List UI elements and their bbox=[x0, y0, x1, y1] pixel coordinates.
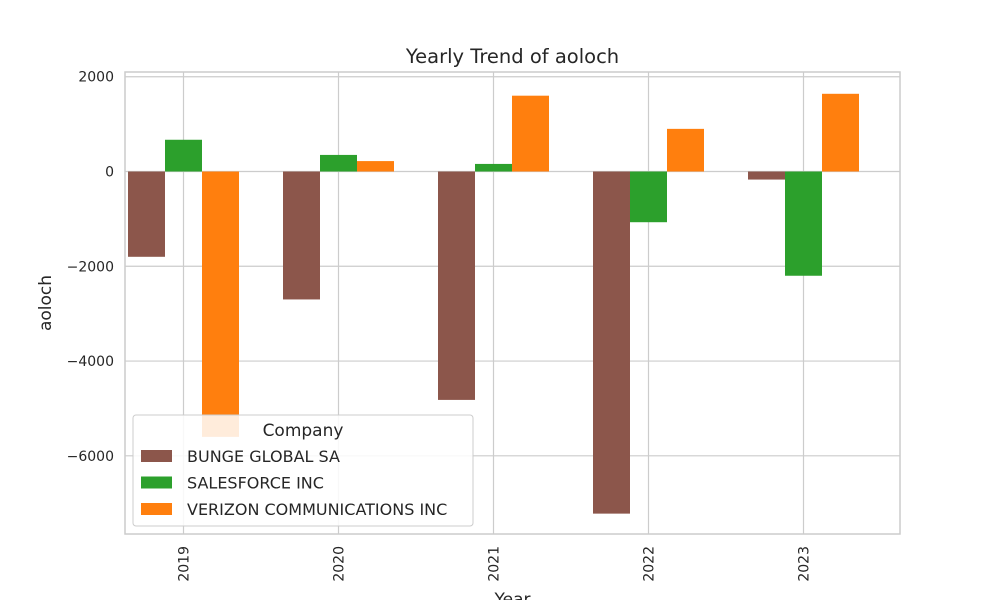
bar bbox=[748, 171, 785, 180]
legend-label: VERIZON COMMUNICATIONS INC bbox=[187, 500, 447, 519]
tick-labels: 2000 0 −2000 −4000 −6000 2019 2020 2021 2022 2023 bbox=[67, 70, 813, 582]
legend-swatch bbox=[141, 476, 172, 489]
bar bbox=[320, 154, 357, 172]
chart-title: Yearly Trend of aoloch bbox=[405, 45, 619, 68]
y-axis-title: aoloch bbox=[36, 275, 56, 331]
y-tick-label: −6000 bbox=[67, 449, 114, 465]
legend-swatch bbox=[141, 450, 172, 462]
legend-swatch bbox=[141, 503, 172, 515]
bar bbox=[785, 171, 822, 276]
y-tick-label: 2000 bbox=[78, 70, 114, 86]
legend-title: Company bbox=[263, 421, 344, 441]
bar bbox=[512, 95, 549, 172]
legend-label: BUNGE GLOBAL SA bbox=[187, 447, 340, 466]
legend-items: BUNGE GLOBAL SA SALESFORCE INC VERIZON COM… bbox=[141, 447, 447, 519]
legend-box bbox=[132, 414, 474, 527]
y-tick-label: 0 bbox=[105, 165, 114, 181]
bar bbox=[630, 171, 667, 223]
bar bbox=[593, 171, 630, 514]
x-tick-label: 2020 bbox=[332, 546, 348, 582]
plot-frame bbox=[124, 71, 901, 535]
x-tick-label: 2023 bbox=[797, 546, 813, 582]
bar bbox=[667, 128, 704, 172]
bar bbox=[438, 171, 475, 400]
x-tick-label: 2019 bbox=[177, 546, 193, 582]
bar bbox=[128, 171, 165, 257]
bar bbox=[283, 171, 320, 300]
x-tick-label: 2021 bbox=[487, 546, 503, 582]
y-tick-label: −4000 bbox=[67, 354, 114, 370]
x-axis-title: Year bbox=[494, 590, 531, 600]
y-tick-label: −2000 bbox=[67, 259, 114, 275]
bars bbox=[128, 93, 859, 514]
legend: Company BUNGE GLOBAL SA SALESFORCE INC VER… bbox=[132, 414, 474, 527]
bar bbox=[165, 139, 202, 172]
bar bbox=[202, 171, 239, 437]
bar bbox=[357, 161, 394, 172]
x-tick-label: 2022 bbox=[642, 546, 658, 582]
legend-label: SALESFORCE INC bbox=[187, 474, 324, 493]
bar bbox=[475, 163, 512, 172]
bar bbox=[822, 93, 859, 172]
